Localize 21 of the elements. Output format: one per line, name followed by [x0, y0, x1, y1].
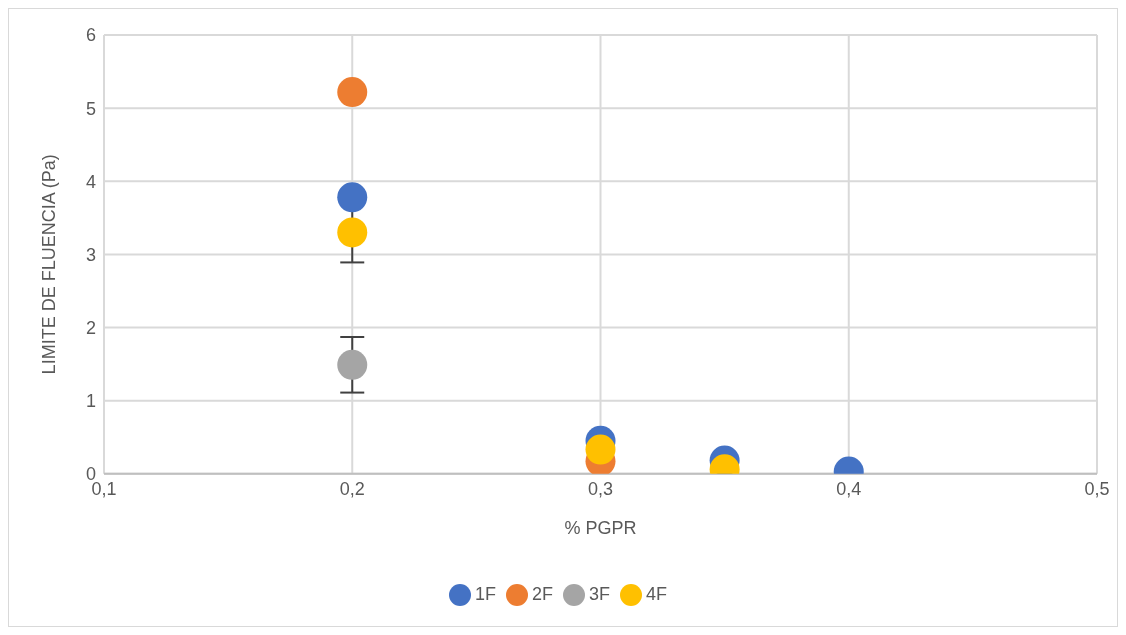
y-axis-title: LIMITE DE FLUENCIA (Pa) — [39, 154, 60, 375]
point — [337, 77, 368, 108]
legend-label: 2F — [531, 583, 553, 604]
y-tick-label: 4 — [85, 171, 96, 192]
point — [337, 349, 368, 380]
legend-label: 3F — [589, 583, 611, 604]
legend-label: 1F — [474, 583, 496, 604]
x-tick-label: 0,5 — [1084, 478, 1110, 499]
y-tick-label: 3 — [85, 244, 96, 265]
x-tick-label: 0,2 — [339, 478, 365, 499]
legend-label: 4F — [646, 583, 668, 604]
y-tick-label: 2 — [85, 317, 96, 338]
x-tick-label: 0,3 — [587, 478, 614, 499]
point — [585, 434, 616, 465]
y-tick-label: 5 — [85, 98, 96, 119]
point — [337, 182, 368, 213]
y-tick-label: 6 — [85, 25, 96, 46]
point — [337, 217, 368, 248]
x-axis-title: % PGPR — [564, 517, 637, 538]
x-tick-label: 0,4 — [836, 478, 862, 499]
y-tick-label: 1 — [85, 391, 96, 412]
